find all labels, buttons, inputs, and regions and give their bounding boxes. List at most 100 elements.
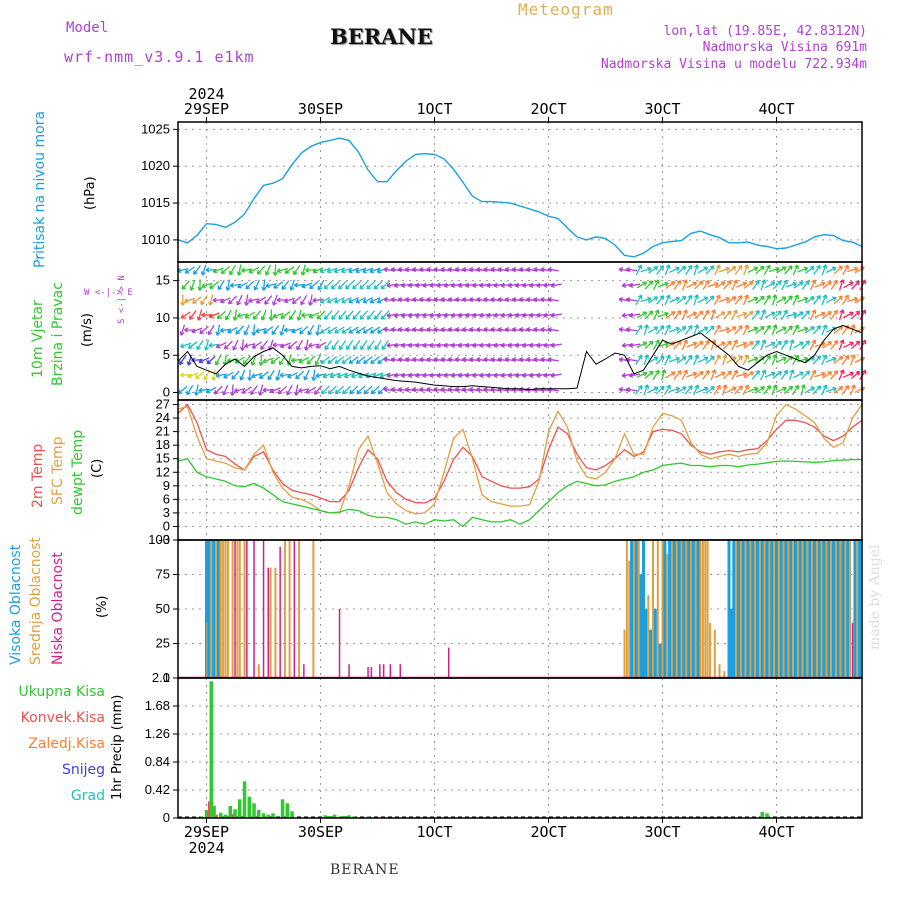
wind-arrow [550, 342, 562, 348]
cloud-ytick-label: 100 [148, 532, 170, 547]
wind-arrow [231, 370, 240, 380]
cloud-bar-mid [787, 540, 790, 678]
wind-arrow [628, 282, 641, 288]
model-name: wrf-nmm_v3.9.1 e1km [64, 48, 255, 66]
wind-arrow [326, 297, 338, 304]
wind-arrow [714, 264, 721, 276]
wind-arrow [547, 357, 559, 363]
time-label-top: 29SEP [184, 100, 229, 118]
wind-arrow [348, 267, 360, 274]
wind-arrow [201, 282, 213, 289]
wind-arrow [217, 280, 225, 291]
wind-arrow [804, 326, 815, 334]
wind-arrow [300, 294, 308, 306]
wind-arrow [195, 370, 205, 380]
wind-arrow [345, 340, 354, 351]
wind-arrow [673, 370, 682, 380]
cloud-bar-high [644, 609, 648, 678]
wind-arrow [809, 309, 817, 321]
wind-arrow [684, 385, 693, 395]
wind-arrow [736, 281, 748, 288]
wind-arrow [192, 296, 202, 304]
wind-arrow [810, 279, 817, 291]
wind-arrow [825, 356, 837, 363]
wind-arrow [232, 309, 238, 321]
precip-bar-conv [207, 801, 210, 818]
temp-ytick-label: 24 [156, 410, 170, 425]
wind-arrow [793, 341, 804, 349]
precip-bar-total [285, 803, 289, 818]
precip-unit: 1hr Precip (mm) [110, 694, 125, 800]
wind-arrow [373, 310, 383, 320]
wind-arrow [702, 339, 710, 350]
wind-arrow [743, 264, 749, 276]
wind-arrow [186, 384, 194, 396]
wind-arrow [625, 327, 638, 333]
wind-arrow [342, 385, 352, 395]
wind-arrow [634, 385, 643, 395]
wind-arrow [331, 310, 340, 320]
wind-arrow [655, 385, 665, 395]
cloud-bar-mid [215, 540, 217, 678]
wind-arrow [822, 371, 833, 379]
wind-arrow [229, 264, 236, 276]
wind-arrow [726, 296, 737, 304]
time-label-bottom: 1OCT [416, 823, 452, 841]
wind-arrow [705, 265, 715, 275]
wind-arrow [314, 354, 321, 366]
cloud-bar-mid [633, 540, 635, 678]
time-label-top: 1OCT [416, 100, 452, 118]
wind-arrow [312, 267, 324, 274]
wind-arrow [742, 384, 750, 396]
wind-arrow [801, 370, 811, 380]
wind-arrow [771, 384, 778, 396]
wind-arrow [830, 370, 839, 380]
cloud-bar-low [293, 540, 296, 678]
wind-arrow [849, 384, 856, 396]
wind-arrow [203, 339, 210, 351]
wind-arrow [366, 310, 376, 320]
wind-arrow [327, 326, 338, 334]
cloud-bar-high [658, 643, 662, 678]
cloud-bar-mid [792, 540, 795, 678]
wind-arrow [760, 339, 767, 351]
wind-arrow [348, 356, 359, 365]
wind-arrow [196, 309, 203, 321]
wind-arrow [270, 356, 281, 365]
wind-arrow [253, 279, 260, 291]
wind-arrow [248, 266, 260, 274]
precip-bar-total [212, 806, 216, 818]
wind-arrow [644, 280, 654, 290]
wind-arrow [647, 356, 659, 364]
temp-ytick-label: 9 [163, 478, 170, 493]
wind-arrow [718, 266, 730, 273]
cloud-bar-high [853, 540, 857, 678]
wind-arrow [306, 355, 316, 365]
station-title: BERANE [330, 24, 433, 49]
wind-arrow [199, 325, 209, 335]
wind-arrow [267, 370, 275, 381]
wind-arrow [180, 342, 192, 349]
wind-arrow [713, 384, 721, 395]
wind-arrow [843, 281, 854, 289]
wind-arrow [814, 371, 826, 378]
wind-arrow [850, 340, 861, 350]
wind-arrow [760, 279, 767, 291]
watermark: made by Angel [867, 544, 883, 651]
wind-arrow [320, 326, 331, 334]
precip-bar-total [257, 810, 261, 818]
precip-bar-total [323, 815, 327, 818]
wind-ytick-label: 15 [156, 273, 170, 288]
cloud-bar-high [727, 540, 731, 678]
cloud-bar-mid [298, 540, 301, 678]
cloud-bar-low [448, 647, 450, 678]
wind-arrow [213, 385, 223, 395]
wind-arrow [847, 266, 859, 273]
wind-arrow [251, 324, 257, 336]
wind-arrow [215, 342, 227, 349]
wind-arrow [747, 386, 759, 393]
wind-arrow [809, 339, 817, 351]
wind-arrow [359, 280, 369, 290]
wind-arrow [236, 294, 243, 306]
wind-arrow [635, 264, 643, 276]
